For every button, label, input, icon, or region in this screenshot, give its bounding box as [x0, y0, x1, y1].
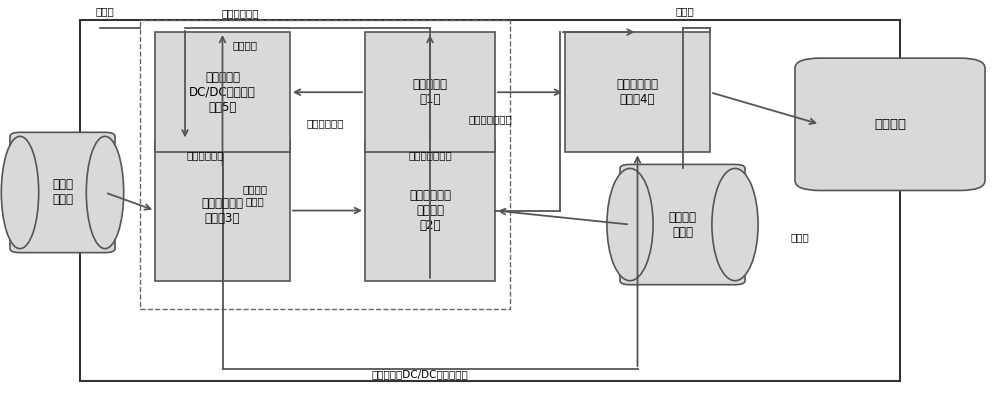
- Bar: [140, 20, 510, 309]
- Text: 超级电容及
DC/DC逆变器模
型（5）: 超级电容及 DC/DC逆变器模 型（5）: [189, 71, 256, 114]
- FancyBboxPatch shape: [10, 132, 115, 253]
- Text: 蓄电池限
制功率: 蓄电池限 制功率: [668, 211, 696, 239]
- Ellipse shape: [86, 136, 124, 249]
- Text: 蓄电池损失功率: 蓄电池损失功率: [468, 114, 512, 124]
- Bar: [365, 140, 495, 281]
- FancyBboxPatch shape: [620, 164, 745, 285]
- Ellipse shape: [1, 136, 39, 249]
- Text: 工作模式逻辑
判断模型
（2）: 工作模式逻辑 判断模型 （2）: [409, 189, 451, 232]
- Text: 总线需求功率: 总线需求功率: [306, 118, 344, 128]
- Text: 超级电容
端电压: 超级电容 端电压: [242, 184, 268, 206]
- FancyBboxPatch shape: [795, 58, 985, 190]
- Text: 系统效率计算
模型（4）: 系统效率计算 模型（4）: [616, 78, 658, 106]
- Ellipse shape: [607, 168, 653, 281]
- Text: 总线需求电流: 总线需求电流: [186, 150, 224, 160]
- Text: 输入端: 输入端: [676, 6, 694, 16]
- Text: 蓄电池模型
（1）: 蓄电池模型 （1）: [413, 78, 448, 106]
- Ellipse shape: [712, 168, 758, 281]
- Bar: [80, 20, 900, 381]
- Text: 输出端: 输出端: [791, 233, 809, 243]
- Text: 车速、
加速度: 车速、 加速度: [52, 178, 73, 207]
- Text: 需求功率产生
模型（3）: 需求功率产生 模型（3）: [202, 196, 244, 225]
- Text: 超级电容及DC/DC逆变器损耗: 超级电容及DC/DC逆变器损耗: [372, 369, 468, 379]
- Bar: [155, 140, 290, 281]
- Text: 电机损耗: 电机损耗: [232, 40, 258, 50]
- Text: 系统效率: 系统效率: [874, 118, 906, 131]
- Text: 蓄电池需求电流: 蓄电池需求电流: [408, 150, 452, 160]
- Bar: [155, 32, 290, 152]
- Bar: [565, 32, 710, 152]
- Text: 输入端: 输入端: [96, 6, 114, 16]
- Text: 路面需求功率: 路面需求功率: [221, 8, 259, 18]
- Bar: [365, 32, 495, 152]
